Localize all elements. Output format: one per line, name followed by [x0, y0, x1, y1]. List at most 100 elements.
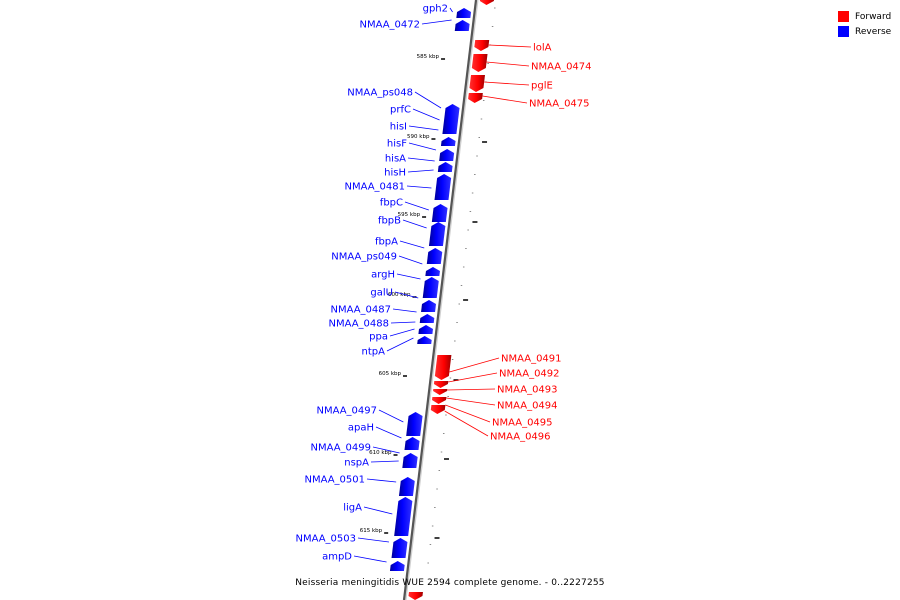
- reverse-leader-line: [402, 219, 427, 229]
- reverse-leader-line: [394, 291, 419, 299]
- forward-leader-line: [447, 388, 496, 391]
- forward-gene-block: [469, 75, 485, 92]
- genome-axis: [402, 0, 478, 600]
- reverse-gene-label: NMAA_0487: [330, 305, 391, 316]
- forward-gene-label: NMAA_0496: [490, 432, 551, 443]
- reverse-gene-block: [418, 325, 433, 334]
- forward-leader-line: [446, 397, 496, 406]
- forward-gene-block: [430, 405, 446, 414]
- reverse-leader-line: [396, 273, 421, 280]
- reverse-leader-line: [407, 169, 434, 173]
- reverse-leader-line: [412, 108, 440, 121]
- forward-gene-label: NMAA_0494: [497, 401, 558, 412]
- reverse-gene-label: gph2: [423, 4, 448, 15]
- reverse-gene-label: NMAA_0472: [359, 20, 420, 31]
- forward-gene-block: [408, 592, 423, 600]
- forward-leader-line: [486, 61, 530, 67]
- reverse-gene-label: ppa: [369, 332, 388, 343]
- reverse-leader-line: [357, 537, 390, 543]
- forward-leader-line: [445, 404, 491, 423]
- reverse-gene-block: [456, 8, 472, 18]
- forward-gene-block: [474, 40, 490, 51]
- reverse-gene-block: [439, 149, 455, 161]
- forward-gene-block: [468, 93, 483, 103]
- forward-gene-block: [479, 0, 494, 5]
- reverse-gene-label: fbpC: [380, 198, 403, 209]
- reverse-gene-block: [426, 248, 443, 264]
- reverse-gene-label: NMAA_0503: [295, 534, 356, 545]
- forward-swatch: [838, 11, 849, 22]
- reverse-gene-block: [425, 267, 440, 276]
- reverse-gene-label: hisH: [384, 168, 406, 179]
- forward-gene-block: [471, 54, 488, 72]
- reverse-gene-label: ntpA: [362, 347, 386, 358]
- forward-leader-line: [482, 95, 528, 104]
- forward-gene-block: [433, 389, 448, 395]
- reverse-gene-block: [394, 497, 413, 536]
- reverse-leader-line: [386, 337, 414, 352]
- reverse-gene-block: [406, 412, 423, 436]
- reverse-leader-line: [398, 255, 423, 265]
- forward-gene-label: NMAA_0475: [529, 99, 590, 110]
- reverse-gene-label: hisF: [387, 139, 407, 150]
- reverse-gene-label: hisA: [385, 154, 406, 165]
- reverse-gene-block: [417, 336, 432, 344]
- legend-label-forward: Forward: [855, 11, 892, 22]
- reverse-gene-label: NMAA_0499: [310, 443, 371, 454]
- reverse-leader-line: [370, 460, 399, 463]
- forward-leader-line: [488, 44, 532, 48]
- reverse-leader-line: [407, 157, 435, 162]
- reverse-leader-line: [408, 125, 439, 131]
- reverse-gene-label: fbpB: [378, 216, 401, 227]
- reverse-swatch: [838, 26, 849, 37]
- reverse-leader-line: [378, 409, 404, 423]
- forward-gene-block: [432, 397, 447, 404]
- reverse-gene-block: [402, 453, 418, 468]
- forward-gene-label: pglE: [531, 81, 553, 92]
- reverse-gene-block: [442, 104, 460, 134]
- reverse-gene-label: NMAA_0501: [304, 475, 365, 486]
- reverse-gene-block: [391, 538, 408, 558]
- reverse-gene-label: prfC: [390, 105, 411, 116]
- reverse-gene-label: nspA: [344, 458, 369, 469]
- reverse-gene-label: apaH: [348, 423, 374, 434]
- reverse-leader-line: [421, 19, 452, 25]
- forward-gene-label: NMAA_0474: [531, 62, 592, 73]
- reverse-gene-block: [428, 222, 446, 246]
- forward-leader-line: [444, 410, 489, 437]
- ruler-label: 610 kbp: [369, 450, 392, 456]
- axis-shadow: [404, 0, 479, 600]
- legend-label-reverse: Reverse: [855, 26, 892, 37]
- reverse-gene-label: argH: [371, 270, 395, 281]
- reverse-gene-block: [398, 477, 415, 496]
- forward-gene-block: [434, 355, 452, 380]
- reverse-gene-block: [421, 300, 436, 312]
- reverse-leader-line: [404, 201, 429, 211]
- reverse-leader-line: [399, 240, 425, 249]
- reverse-leader-line: [406, 185, 432, 189]
- ruler-label: 615 kbp: [360, 528, 383, 534]
- reverse-gene-label: galU: [370, 288, 393, 299]
- reverse-gene-block: [434, 174, 452, 200]
- ruler-label: 595 kbp: [398, 212, 421, 218]
- ruler-label: 605 kbp: [379, 371, 402, 377]
- forward-gene-label: NMAA_0491: [501, 354, 562, 365]
- ruler-label: 590 kbp: [407, 134, 430, 140]
- reverse-leader-line: [375, 426, 402, 439]
- reverse-gene-label: NMAA_ps049: [331, 252, 397, 263]
- reverse-leader-line: [392, 308, 417, 313]
- forward-gene-label: NMAA_0493: [497, 385, 558, 396]
- forward-gene-label: NMAA_0492: [499, 369, 560, 380]
- reverse-gene-label: ligA: [343, 503, 362, 514]
- reverse-gene-block: [422, 277, 439, 298]
- forward-leader-line: [484, 81, 530, 86]
- reverse-gene-label: hisI: [390, 122, 407, 133]
- reverse-gene-label: fbpA: [375, 237, 398, 248]
- reverse-gene-block: [389, 561, 405, 571]
- genome-title: Neisseria meningitidis WUE 2594 complete…: [295, 578, 605, 588]
- reverse-leader-line: [366, 478, 397, 483]
- reverse-leader-line: [363, 506, 393, 515]
- reverse-gene-block: [404, 437, 420, 450]
- forward-leader-line: [449, 357, 500, 373]
